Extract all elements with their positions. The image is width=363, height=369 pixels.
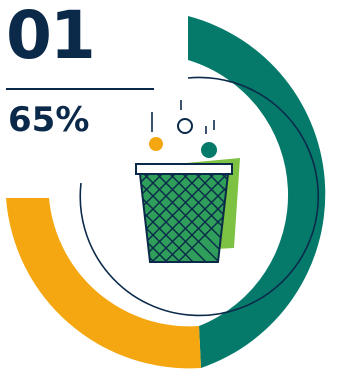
mesh-line bbox=[140, 174, 167, 262]
white-ball bbox=[177, 118, 193, 134]
bin-rim bbox=[135, 163, 233, 175]
mesh-line bbox=[140, 174, 202, 262]
mesh-line bbox=[140, 174, 228, 262]
mesh-line bbox=[140, 174, 215, 262]
mesh-line bbox=[140, 174, 189, 262]
mesh-line bbox=[204, 174, 228, 262]
mesh-line bbox=[0, 170, 10, 270]
inner-ring bbox=[79, 76, 320, 317]
mesh-line bbox=[191, 174, 228, 262]
amber-arc bbox=[6, 198, 201, 369]
mesh-line bbox=[140, 174, 219, 262]
divider bbox=[6, 88, 154, 90]
percent-value: 65% bbox=[8, 100, 90, 140]
teal-arc bbox=[188, 16, 326, 368]
mesh-line bbox=[140, 174, 206, 262]
mesh-line bbox=[169, 174, 228, 262]
amber-ball bbox=[149, 137, 163, 151]
teal-ball bbox=[201, 142, 217, 158]
mesh-line bbox=[165, 174, 228, 262]
mesh-line bbox=[140, 174, 154, 262]
falling-items bbox=[149, 100, 217, 158]
mesh-line bbox=[152, 174, 228, 262]
mesh-line bbox=[140, 174, 176, 262]
section-number: 01 bbox=[6, 0, 96, 74]
mesh-line bbox=[140, 174, 180, 262]
mesh-line bbox=[156, 174, 228, 262]
mesh-line bbox=[178, 174, 228, 262]
